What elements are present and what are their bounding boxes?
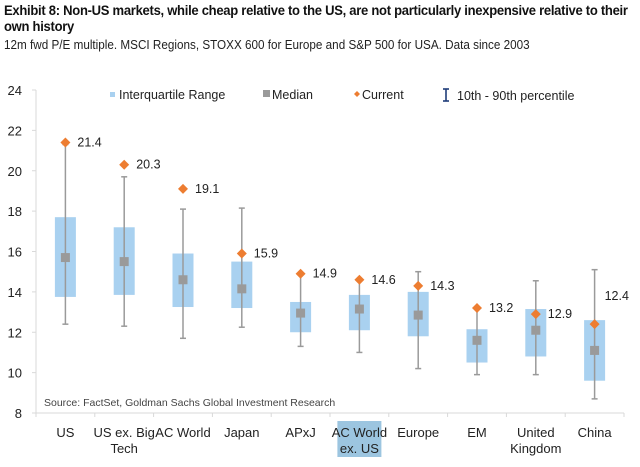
median-marker — [296, 308, 306, 318]
median-marker — [354, 304, 364, 314]
y-tick-label: 24 — [8, 83, 22, 98]
y-tick-label: 10 — [8, 366, 22, 381]
median-marker — [178, 275, 188, 285]
current-value-label: 13.2 — [489, 301, 513, 315]
current-value-label: 21.4 — [77, 135, 101, 149]
legend-median-label: Median — [272, 88, 313, 102]
median-marker — [119, 257, 129, 267]
y-tick-label: 20 — [8, 164, 22, 179]
current-value-label: 15.9 — [254, 247, 278, 261]
category-group: 15.9 — [231, 207, 278, 328]
category-group: 14.9 — [290, 267, 337, 348]
legend-percentile-icon — [443, 88, 449, 102]
legend-percentile-label: 10th - 90th percentile — [457, 89, 574, 103]
x-tick-label: United — [517, 425, 555, 440]
median-marker — [590, 345, 600, 355]
x-tick-label: EM — [467, 425, 487, 440]
x-tick-label: APxJ — [285, 425, 315, 440]
current-marker — [236, 248, 247, 259]
current-marker — [60, 137, 71, 148]
current-marker — [413, 280, 424, 291]
current-value-label: 12.4 — [605, 289, 629, 303]
current-marker — [530, 309, 541, 320]
x-tick-label: China — [578, 425, 613, 440]
median-marker — [413, 310, 423, 320]
category-group: 12.4 — [584, 268, 629, 400]
source-annotation: Source: FactSet, Goldman Sachs Global In… — [44, 397, 335, 409]
current-marker — [354, 274, 365, 285]
category-group: 13.2 — [466, 301, 513, 376]
legend-current-label: Current — [362, 88, 404, 102]
y-tick-label: 22 — [8, 123, 22, 138]
y-tick-label: 14 — [8, 285, 22, 300]
x-tick-label: AC World — [332, 425, 387, 440]
x-tick-label: ex. US — [340, 441, 379, 456]
current-marker — [472, 303, 482, 314]
x-tick-label: AC World — [155, 425, 210, 440]
x-tick-label: Europe — [397, 425, 439, 440]
current-value-label: 20.3 — [136, 158, 160, 172]
category-group: 14.3 — [407, 270, 455, 370]
category-group: 14.6 — [348, 273, 396, 354]
x-tick-label: Tech — [110, 441, 137, 456]
y-tick-label: 18 — [8, 204, 22, 219]
y-tick-label: 16 — [8, 245, 22, 260]
current-marker — [178, 183, 188, 194]
median-marker — [472, 335, 482, 345]
x-tick-label: Kingdom — [510, 441, 561, 456]
x-label-highlight — [337, 421, 382, 457]
legend-iqr-label: Interquartile Range — [119, 88, 225, 102]
current-value-label: 14.9 — [313, 267, 337, 281]
y-axis: 8 10 12 14 16 18 20 22 24 — [8, 83, 37, 421]
category-group: 12.9 — [525, 280, 572, 376]
category-group: 19.1 — [172, 182, 219, 340]
median-marker — [60, 253, 70, 263]
x-tick-label: US ex. Big — [93, 425, 154, 440]
chart-subtitle: 12m fwd P/E multiple. MSCI Regions, STOX… — [4, 37, 530, 52]
current-marker — [589, 319, 600, 330]
current-marker — [119, 159, 130, 170]
category-group: 20.3 — [113, 158, 161, 327]
legend-current-swatch — [354, 91, 360, 97]
y-tick-label: 8 — [15, 406, 22, 421]
x-tick-label: US — [56, 425, 74, 440]
median-marker — [237, 284, 247, 294]
current-value-label: 12.9 — [548, 307, 572, 321]
current-value-label: 14.6 — [371, 273, 395, 287]
legend-iqr-swatch — [110, 92, 115, 97]
legend-median-swatch — [263, 90, 270, 97]
y-tick-label: 12 — [8, 325, 22, 340]
legend: Interquartile Range Median Current 10th … — [110, 88, 574, 103]
chart-title: Exhibit 8: Non-US markets, while cheap r… — [4, 2, 628, 34]
current-marker — [295, 268, 306, 279]
category-group: 21.4 — [54, 135, 102, 325]
x-tick-label: Japan — [224, 425, 259, 440]
current-value-label: 19.1 — [195, 182, 219, 196]
current-value-label: 14.3 — [430, 279, 454, 293]
median-marker — [531, 325, 541, 335]
